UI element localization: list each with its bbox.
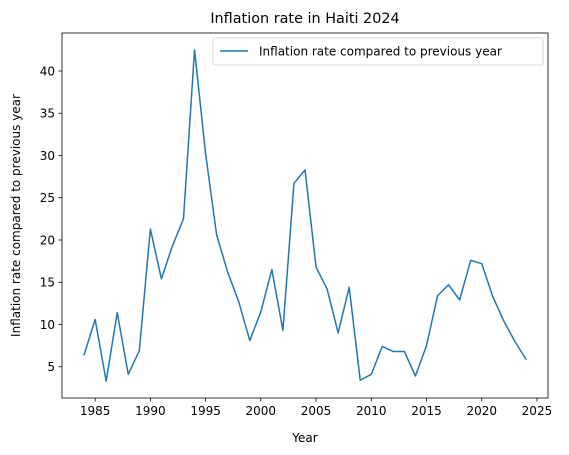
y-tick-label: 20 <box>40 233 55 247</box>
x-axis-ticks: 1985 1990 1995 2000 2005 2010 2015 2020 2025 <box>80 398 552 418</box>
legend-box <box>212 37 544 66</box>
y-tick-label: 40 <box>40 64 55 78</box>
x-tick-label: 2015 <box>411 404 442 418</box>
x-tick-label: 2020 <box>466 404 497 418</box>
x-tick-label: 1995 <box>190 404 221 418</box>
y-axis-ticks: 5 10 15 20 25 30 35 40 <box>40 64 62 374</box>
series-line <box>83 49 527 382</box>
x-tick-label: 2000 <box>246 404 277 418</box>
y-axis-title: Inflation rate compared to previous year <box>9 94 23 337</box>
legend-label: Inflation rate compared to previous year <box>259 45 502 59</box>
y-tick-label: 30 <box>40 149 55 163</box>
x-tick-label: 2010 <box>356 404 387 418</box>
x-tick-label: 2025 <box>522 404 553 418</box>
x-axis-title: Year <box>291 431 317 445</box>
plot-frame <box>61 32 549 399</box>
x-tick-label: 1985 <box>80 404 111 418</box>
x-tick-label: 1990 <box>135 404 166 418</box>
legend: Inflation rate compared to previous year <box>212 37 544 66</box>
y-tick-label: 35 <box>40 107 55 121</box>
chart-title: Inflation rate in Haiti 2024 <box>210 11 399 27</box>
y-tick-label: 25 <box>40 191 55 205</box>
y-tick-label: 15 <box>40 276 55 290</box>
x-tick-label: 2005 <box>301 404 332 418</box>
y-tick-label: 5 <box>47 360 55 374</box>
y-tick-label: 10 <box>40 318 55 332</box>
